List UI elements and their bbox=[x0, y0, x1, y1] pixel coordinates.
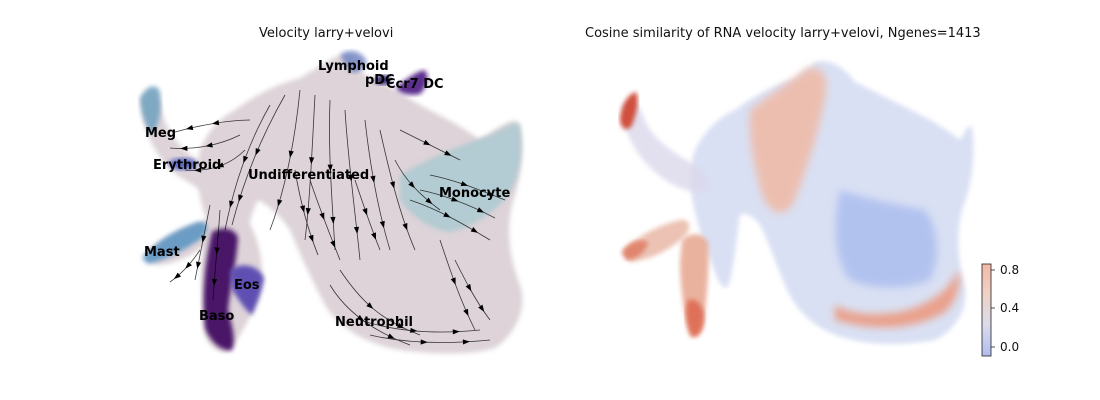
colorbar-tick-label-2: 0.8 bbox=[1000, 263, 1019, 277]
colorbar-tick-label-0: 0.0 bbox=[1000, 340, 1019, 354]
label-meg: Meg bbox=[145, 126, 176, 141]
velocity-arrow-22-0 bbox=[450, 277, 456, 285]
embedding-main-body bbox=[197, 54, 523, 354]
velocity-arrow-21-0 bbox=[465, 283, 472, 292]
velocity-arrow-5-0 bbox=[389, 181, 395, 189]
velocity-arrow-27-0 bbox=[423, 139, 431, 146]
velocity-arrow-9-1 bbox=[470, 227, 479, 233]
velocity-arrow-20-1 bbox=[173, 272, 181, 280]
cluster-mast bbox=[142, 221, 207, 264]
velocity-arrow-0-0 bbox=[288, 150, 294, 158]
velocity-arrow-4-1 bbox=[379, 220, 385, 229]
cluster-eos bbox=[230, 265, 264, 315]
velocity-arrow-22-1 bbox=[463, 308, 469, 317]
velocity-arrow-19-0 bbox=[214, 247, 220, 255]
velocity-arrow-7-0 bbox=[243, 155, 249, 164]
velocity-arrow-6-0 bbox=[255, 148, 261, 156]
low-similarity-region bbox=[835, 190, 937, 288]
velocity-arrow-9-0 bbox=[443, 212, 451, 218]
label-eos: Eos bbox=[234, 278, 260, 293]
velocity-arrow-23-0 bbox=[319, 212, 325, 220]
velocity-arrow-10-0 bbox=[460, 181, 469, 186]
label-mast: Mast bbox=[144, 245, 180, 260]
label-monocyte: Monocyte bbox=[439, 186, 510, 201]
velocity-arrow-27-1 bbox=[444, 150, 452, 156]
cluster-pdc bbox=[375, 75, 391, 85]
label-lymphoid: Lymphoid bbox=[318, 59, 389, 74]
velocity-arrow-26-1 bbox=[425, 197, 433, 205]
velocity-arrow-13-1 bbox=[452, 329, 460, 335]
high-similarity-mast-tip bbox=[622, 240, 648, 260]
velocity-arrow-15-0 bbox=[216, 162, 225, 168]
velocity-arrow-4-0 bbox=[370, 175, 376, 183]
velocity-arrow-11-1 bbox=[396, 322, 405, 329]
colorbar-tick-label-1: 0.4 bbox=[1000, 301, 1019, 315]
velocity-arrow-25-1 bbox=[371, 232, 377, 240]
high-similarity-baso-tip bbox=[685, 299, 704, 337]
velocity-arrow-3-0 bbox=[347, 174, 354, 182]
velocity-embedding-plot: Lymphoid pDC Ccr7 DC Meg Erythroid Undif… bbox=[140, 50, 523, 354]
velocity-arrow-16-0 bbox=[205, 142, 213, 148]
cluster-baso bbox=[203, 228, 238, 351]
right-panel-title: Cosine similarity of RNA velocity larry+… bbox=[585, 26, 981, 41]
velocity-arrow-17-0 bbox=[211, 120, 220, 126]
velocity-arrow-2-0 bbox=[327, 164, 333, 172]
velocity-arrow-24-1 bbox=[308, 234, 314, 243]
velocity-arrow-5-1 bbox=[402, 223, 408, 231]
velocity-arrow-1-1 bbox=[305, 207, 311, 216]
velocity-arrow-13-0 bbox=[410, 327, 418, 334]
colorbar bbox=[981, 263, 992, 357]
velocity-arrows bbox=[173, 120, 495, 345]
velocity-arrow-16-1 bbox=[180, 145, 188, 151]
velocity-arrow-0-1 bbox=[277, 199, 283, 207]
velocity-arrow-14-0 bbox=[420, 339, 428, 345]
velocity-arrow-2-1 bbox=[330, 216, 336, 224]
velocity-arrow-12-0 bbox=[356, 314, 364, 322]
velocity-arrow-26-0 bbox=[408, 181, 415, 189]
velocity-arrow-18-0 bbox=[201, 235, 207, 243]
high-similarity-meg-tip bbox=[620, 92, 638, 130]
velocity-arrow-8-1 bbox=[476, 207, 485, 213]
label-neutrophil: Neutrophil bbox=[335, 315, 413, 330]
velocity-arrow-18-1 bbox=[196, 261, 202, 269]
cluster-lymphoid bbox=[340, 50, 367, 73]
label-undifferentiated: Undifferentiated bbox=[248, 168, 369, 183]
velocity-arrow-17-1 bbox=[185, 124, 194, 131]
velocity-arrow-12-1 bbox=[387, 333, 395, 339]
embedding-left-arm bbox=[141, 95, 232, 197]
embedding-left-arm-right bbox=[622, 102, 710, 193]
left-panel-title: Velocity larry+velovi bbox=[259, 26, 394, 41]
velocity-arrow-19-1 bbox=[211, 278, 218, 286]
high-similarity-region-bottom bbox=[835, 270, 960, 328]
velocity-arrow-10-1 bbox=[486, 190, 495, 196]
velocity-streamlines bbox=[169, 89, 506, 346]
velocity-arrow-3-1 bbox=[353, 226, 360, 234]
velocity-arrow-25-0 bbox=[362, 208, 368, 216]
cluster-monocyte bbox=[400, 123, 522, 232]
velocity-arrow-8-0 bbox=[450, 196, 459, 202]
cosine-similarity-plot: 0.0 0.4 0.8 bbox=[620, 61, 1019, 357]
velocity-arrow-14-1 bbox=[462, 339, 470, 345]
label-erythroid: Erythroid bbox=[153, 158, 221, 173]
high-similarity-region-top bbox=[749, 68, 827, 213]
velocity-arrow-20-0 bbox=[185, 261, 192, 269]
cluster-erythroid bbox=[169, 158, 197, 170]
velocity-arrow-24-0 bbox=[299, 205, 305, 213]
cluster-ccr7-dc bbox=[396, 70, 428, 95]
label-pdc: pDC bbox=[365, 73, 395, 88]
cluster-meg bbox=[140, 86, 161, 134]
velocity-arrow-7-1 bbox=[229, 200, 235, 208]
velocity-arrow-1-0 bbox=[309, 157, 315, 165]
label-baso: Baso bbox=[199, 309, 234, 324]
velocity-arrow-21-1 bbox=[478, 304, 485, 312]
velocity-arrow-23-1 bbox=[330, 240, 336, 248]
label-ccr7-dc: Ccr7 DC bbox=[386, 77, 444, 92]
velocity-arrow-6-1 bbox=[238, 194, 244, 202]
velocity-arrow-15-1 bbox=[194, 167, 202, 173]
velocity-arrow-11-0 bbox=[366, 302, 374, 309]
